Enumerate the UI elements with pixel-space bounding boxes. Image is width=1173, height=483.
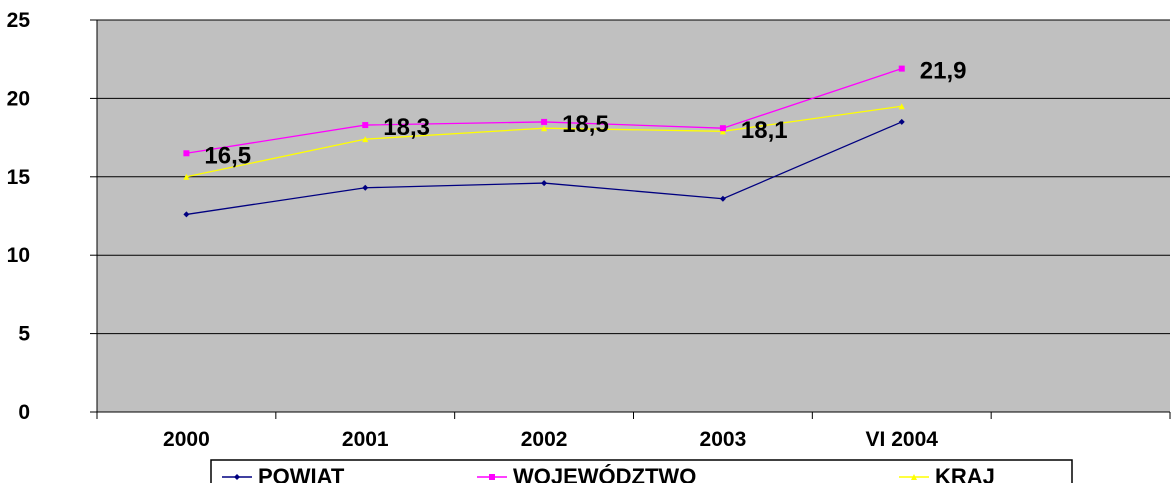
data-labels: 16,5 18,3 18,5 18,1 21,9 <box>204 58 966 170</box>
y-tick-label: 0 <box>18 401 30 424</box>
series <box>183 65 905 218</box>
data-point <box>183 211 190 218</box>
y-tick-label: 10 <box>7 244 30 267</box>
x-tick-label: 2000 <box>163 428 210 451</box>
legend-label: POWIAT <box>258 464 345 483</box>
y-tick-label: 25 <box>7 9 31 32</box>
y-tick-label: 5 <box>18 323 30 346</box>
legend-item: WOJEWÓDZTWO <box>477 464 696 483</box>
data-point <box>489 474 495 480</box>
x-tick-labels: 2000 2001 2002 2003 VI 2004 <box>163 428 938 451</box>
x-tick-label: VI 2004 <box>866 428 939 451</box>
data-point <box>541 125 548 132</box>
x-tick-label: 2003 <box>700 428 747 451</box>
data-point <box>183 173 190 180</box>
y-tick-label: 20 <box>7 87 30 110</box>
y-tick-labels: 0 5 10 15 20 25 <box>7 9 31 424</box>
legend-label: WOJEWÓDZTWO <box>513 464 696 483</box>
x-tick-label: 2002 <box>521 428 568 451</box>
data-point <box>719 195 726 202</box>
series-wojew-dztwo <box>183 65 905 157</box>
gridlines <box>90 19 1170 413</box>
legend-item: KRAJ <box>899 464 995 483</box>
legend-item: POWIAT <box>222 464 345 483</box>
data-point <box>898 65 905 72</box>
legend-box <box>210 459 1073 483</box>
data-point <box>541 118 548 125</box>
data-point <box>362 122 369 129</box>
series-kraj <box>183 103 905 180</box>
data-point <box>362 136 369 143</box>
data-point <box>362 184 369 191</box>
data-point <box>911 474 917 480</box>
legend: POWIAT WOJEWÓDZTWO KRAJ <box>210 459 1073 483</box>
data-label: 18,1 <box>741 117 788 144</box>
axes <box>96 20 1171 419</box>
data-point <box>898 103 905 110</box>
data-point <box>898 118 905 125</box>
data-point <box>234 474 240 480</box>
data-label: 21,9 <box>920 58 967 85</box>
legend-label: KRAJ <box>935 464 995 483</box>
data-point <box>719 125 726 132</box>
series-powiat <box>183 118 905 218</box>
data-label: 18,3 <box>383 114 430 141</box>
data-point <box>541 180 548 187</box>
x-tick-label: 2001 <box>342 428 389 451</box>
plot-area <box>97 20 1170 412</box>
data-label: 18,5 <box>562 111 609 138</box>
data-point <box>719 128 726 135</box>
data-label: 16,5 <box>204 142 251 169</box>
y-tick-label: 15 <box>7 166 31 189</box>
data-point <box>183 150 190 157</box>
